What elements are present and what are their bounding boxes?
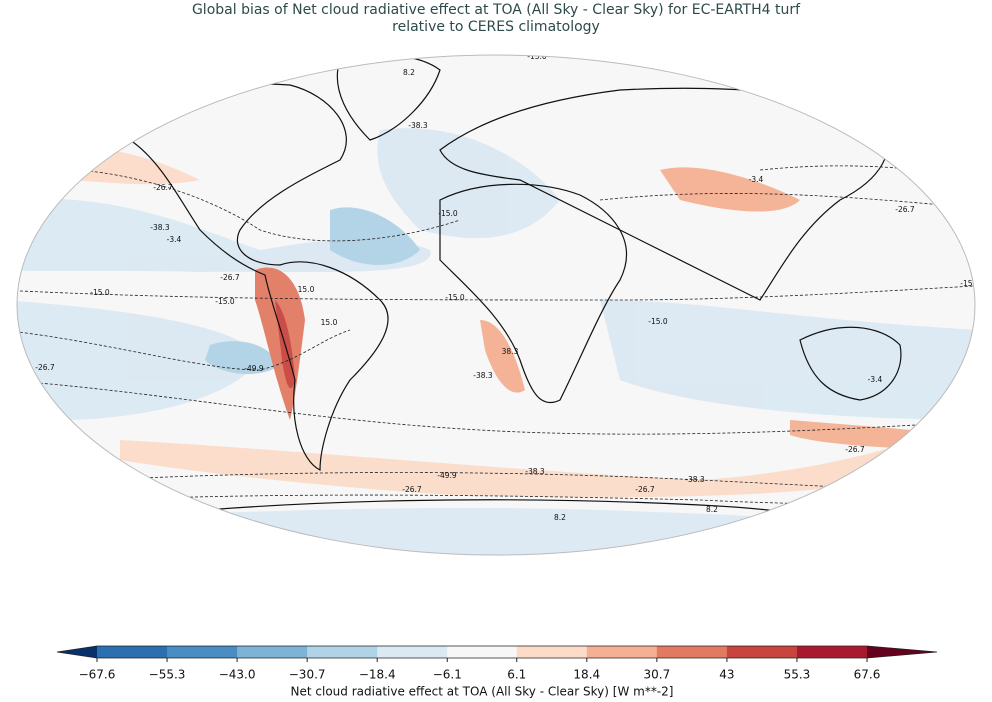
colorbar-bin	[586, 646, 658, 658]
colorbar-tick-label: −30.7	[289, 668, 326, 682]
contour-label: -15.0	[90, 288, 110, 297]
colorbar-tick-label: −43.0	[219, 668, 256, 682]
colorbar-extend	[867, 646, 937, 658]
colorbar-bin	[97, 646, 168, 658]
colorbar-bin	[167, 646, 238, 658]
colorbar-tick-label: 55.3	[784, 668, 811, 682]
colorbar-tick-label: −18.4	[359, 668, 396, 682]
contour-label: -38.3	[150, 223, 170, 232]
contour-label: -3.4	[749, 175, 764, 184]
map-border	[16, 54, 976, 556]
colorbar-tick-label: −67.6	[79, 668, 116, 682]
contour-label: -15.0	[808, 493, 828, 502]
contour-label: -38.3	[408, 121, 428, 130]
contour-label: -26.7	[402, 485, 422, 494]
colorbar-tick-label: 43	[719, 668, 734, 682]
contour-label: 15.0	[321, 318, 338, 327]
colorbar: −67.6 −55.3 −43.0 −30.7 −18.4 −6.1 6.1 18.4 30.7…	[56, 645, 938, 699]
contour-label: -26.7	[635, 485, 655, 494]
contour-label: 8.2	[403, 68, 415, 77]
contour-label: -15.0	[527, 52, 547, 61]
contour-label: -3.4	[167, 235, 182, 244]
title-line: Global bias of Net cloud radiative effec…	[192, 2, 801, 18]
contour-label: -38.3	[473, 371, 493, 380]
title-line: relative to CERES climatology	[392, 19, 600, 35]
colorbar-bin	[516, 646, 588, 658]
contour-label: 15.0	[298, 285, 315, 294]
contour-label: -26.7	[35, 363, 55, 372]
colorbar-bin	[447, 646, 518, 658]
contour-label: -49.9	[437, 471, 457, 480]
contour-label: -3.4	[868, 375, 883, 384]
colorbar-tick-label: 18.4	[573, 668, 600, 682]
contour-label: -26.7	[220, 273, 240, 282]
colorbar-bin	[726, 646, 798, 658]
contour-label: -15.0	[648, 317, 668, 326]
contour-label: -15.0	[438, 209, 458, 218]
contour-label: -38.3	[685, 475, 705, 484]
contour-label: -26.7	[845, 445, 865, 454]
contour-label: -15.0	[960, 279, 980, 288]
colorbar-bin	[656, 646, 728, 658]
contour-label: 8.2	[194, 529, 206, 538]
colorbar-tick-label: −6.1	[433, 668, 462, 682]
contour-label: -38.3	[922, 175, 942, 184]
contour-label: -15.0	[180, 507, 200, 516]
contour-label: -15.0	[215, 297, 235, 306]
contour-label: 38.3	[502, 347, 519, 356]
contour-label: -26.7	[153, 183, 173, 192]
map: -15.0 8.2 -15.0 -38.3 -15.0 -38.3 -26.7 -38.3 -3…	[17, 52, 980, 555]
colorbar-bin	[796, 646, 868, 658]
contour-label: -38.3	[115, 475, 135, 484]
contour-label: -15.0	[445, 293, 465, 302]
colorbar-tick-label: 67.6	[854, 668, 881, 682]
colorbar-bin	[377, 646, 448, 658]
contour-label: -38.3	[525, 467, 545, 476]
contour-label: -38.3	[31, 167, 51, 176]
colorbar-label: Net cloud radiative effect at TOA (All S…	[291, 685, 674, 699]
contour-label: 8.2	[706, 505, 718, 514]
contour-label: -26.7	[143, 495, 163, 504]
colorbar-tick-label: 6.1	[507, 668, 526, 682]
colorbar-bin	[237, 646, 308, 658]
contour-label: -15.0	[800, 94, 820, 103]
colorbar-extend	[57, 646, 97, 658]
contour-label: 8.2	[554, 513, 566, 522]
colorbar-tick-label: −55.3	[149, 668, 186, 682]
colorbar-tick-label: 30.7	[643, 668, 670, 682]
contour-label: -26.7	[895, 205, 915, 214]
colorbar-bin	[307, 646, 378, 658]
contour-label: -49.9	[244, 364, 264, 373]
